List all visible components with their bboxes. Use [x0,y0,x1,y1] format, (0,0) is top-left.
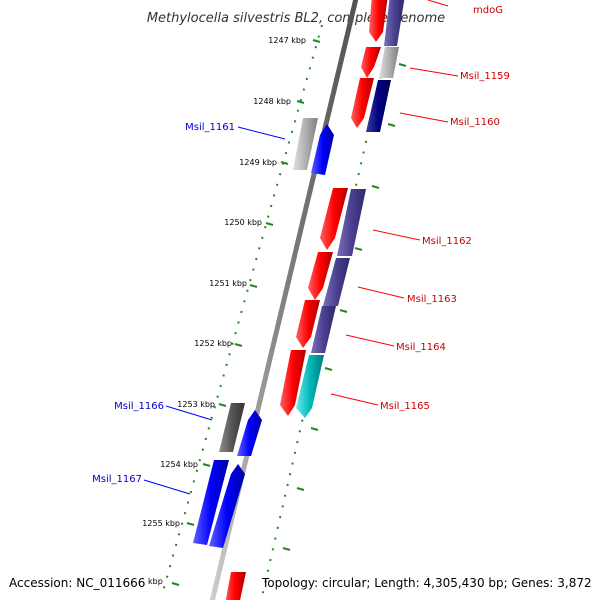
scale-label-1248: 1248 kbp [253,97,291,106]
topology-text: Topology: circular; Length: 4,305,430 bp… [261,576,592,590]
cds-rev-1167a [193,460,229,545]
cds-fwd-bottom [225,572,246,600]
forward-other-features [296,0,405,418]
hit-1164 [311,306,336,353]
cds-rev-1166 [237,410,262,456]
label-msil-1162: Msil_1162 [422,236,472,247]
hit-1162 [337,189,366,256]
label-msil-1166: Msil_1166 [114,401,164,412]
label-msil-1167: Msil_1167 [92,474,142,485]
other-1161 [293,118,318,170]
label-mdoG: mdoG [473,5,503,16]
hit-1158 [384,0,405,46]
label-msil-1164: Msil_1164 [396,342,446,353]
label-msil-1165: Msil_1165 [380,401,430,412]
scale-label-1253: 1253 kbp [177,400,215,409]
cds-fwd-1164 [296,300,320,348]
cds-fwd-1165 [280,350,306,416]
scale-label-1255: 1255 kbp [142,519,180,528]
cds-rev-1167b [209,464,245,548]
hit-1160 [366,80,391,132]
reverse-callouts [143,126,286,495]
scale-label-1252: 1252 kbp [194,339,232,348]
rna-1165 [296,355,324,418]
scale-label-1254: 1254 kbp [160,460,198,469]
label-msil-1160: Msil_1160 [450,117,500,128]
scale-label-1251: 1251 kbp [209,279,247,288]
label-msil-1159: Msil_1159 [460,71,510,82]
scale-label-bottom: kbp [148,577,163,586]
scale-label-1250: 1250 kbp [224,218,262,227]
cds-fwd-1162 [320,188,348,250]
cds-fwd-1160 [351,78,374,128]
forward-cds-features [225,0,388,600]
scale-tick-marks [171,39,407,586]
label-msil-1163: Msil_1163 [407,294,457,305]
other-1166 [219,403,245,452]
scale-label-1249: 1249 kbp [239,158,277,167]
label-msil-1161: Msil_1161 [185,122,235,133]
other-1159 [379,47,399,78]
accession-text: Accession: NC_011666 [9,576,145,590]
cds-rev-1161 [311,124,334,175]
cds-fwd-mdoG [369,0,388,42]
scale-label-1247: 1247 kbp [268,36,306,45]
cds-fwd-1163 [308,252,333,300]
hit-1163 [323,258,350,306]
cds-fwd-1159 [361,47,381,78]
forward-callouts [330,0,459,406]
genome-backbone [209,0,359,600]
reverse-cds-features [193,118,334,548]
scale-dots-inner [161,24,323,596]
